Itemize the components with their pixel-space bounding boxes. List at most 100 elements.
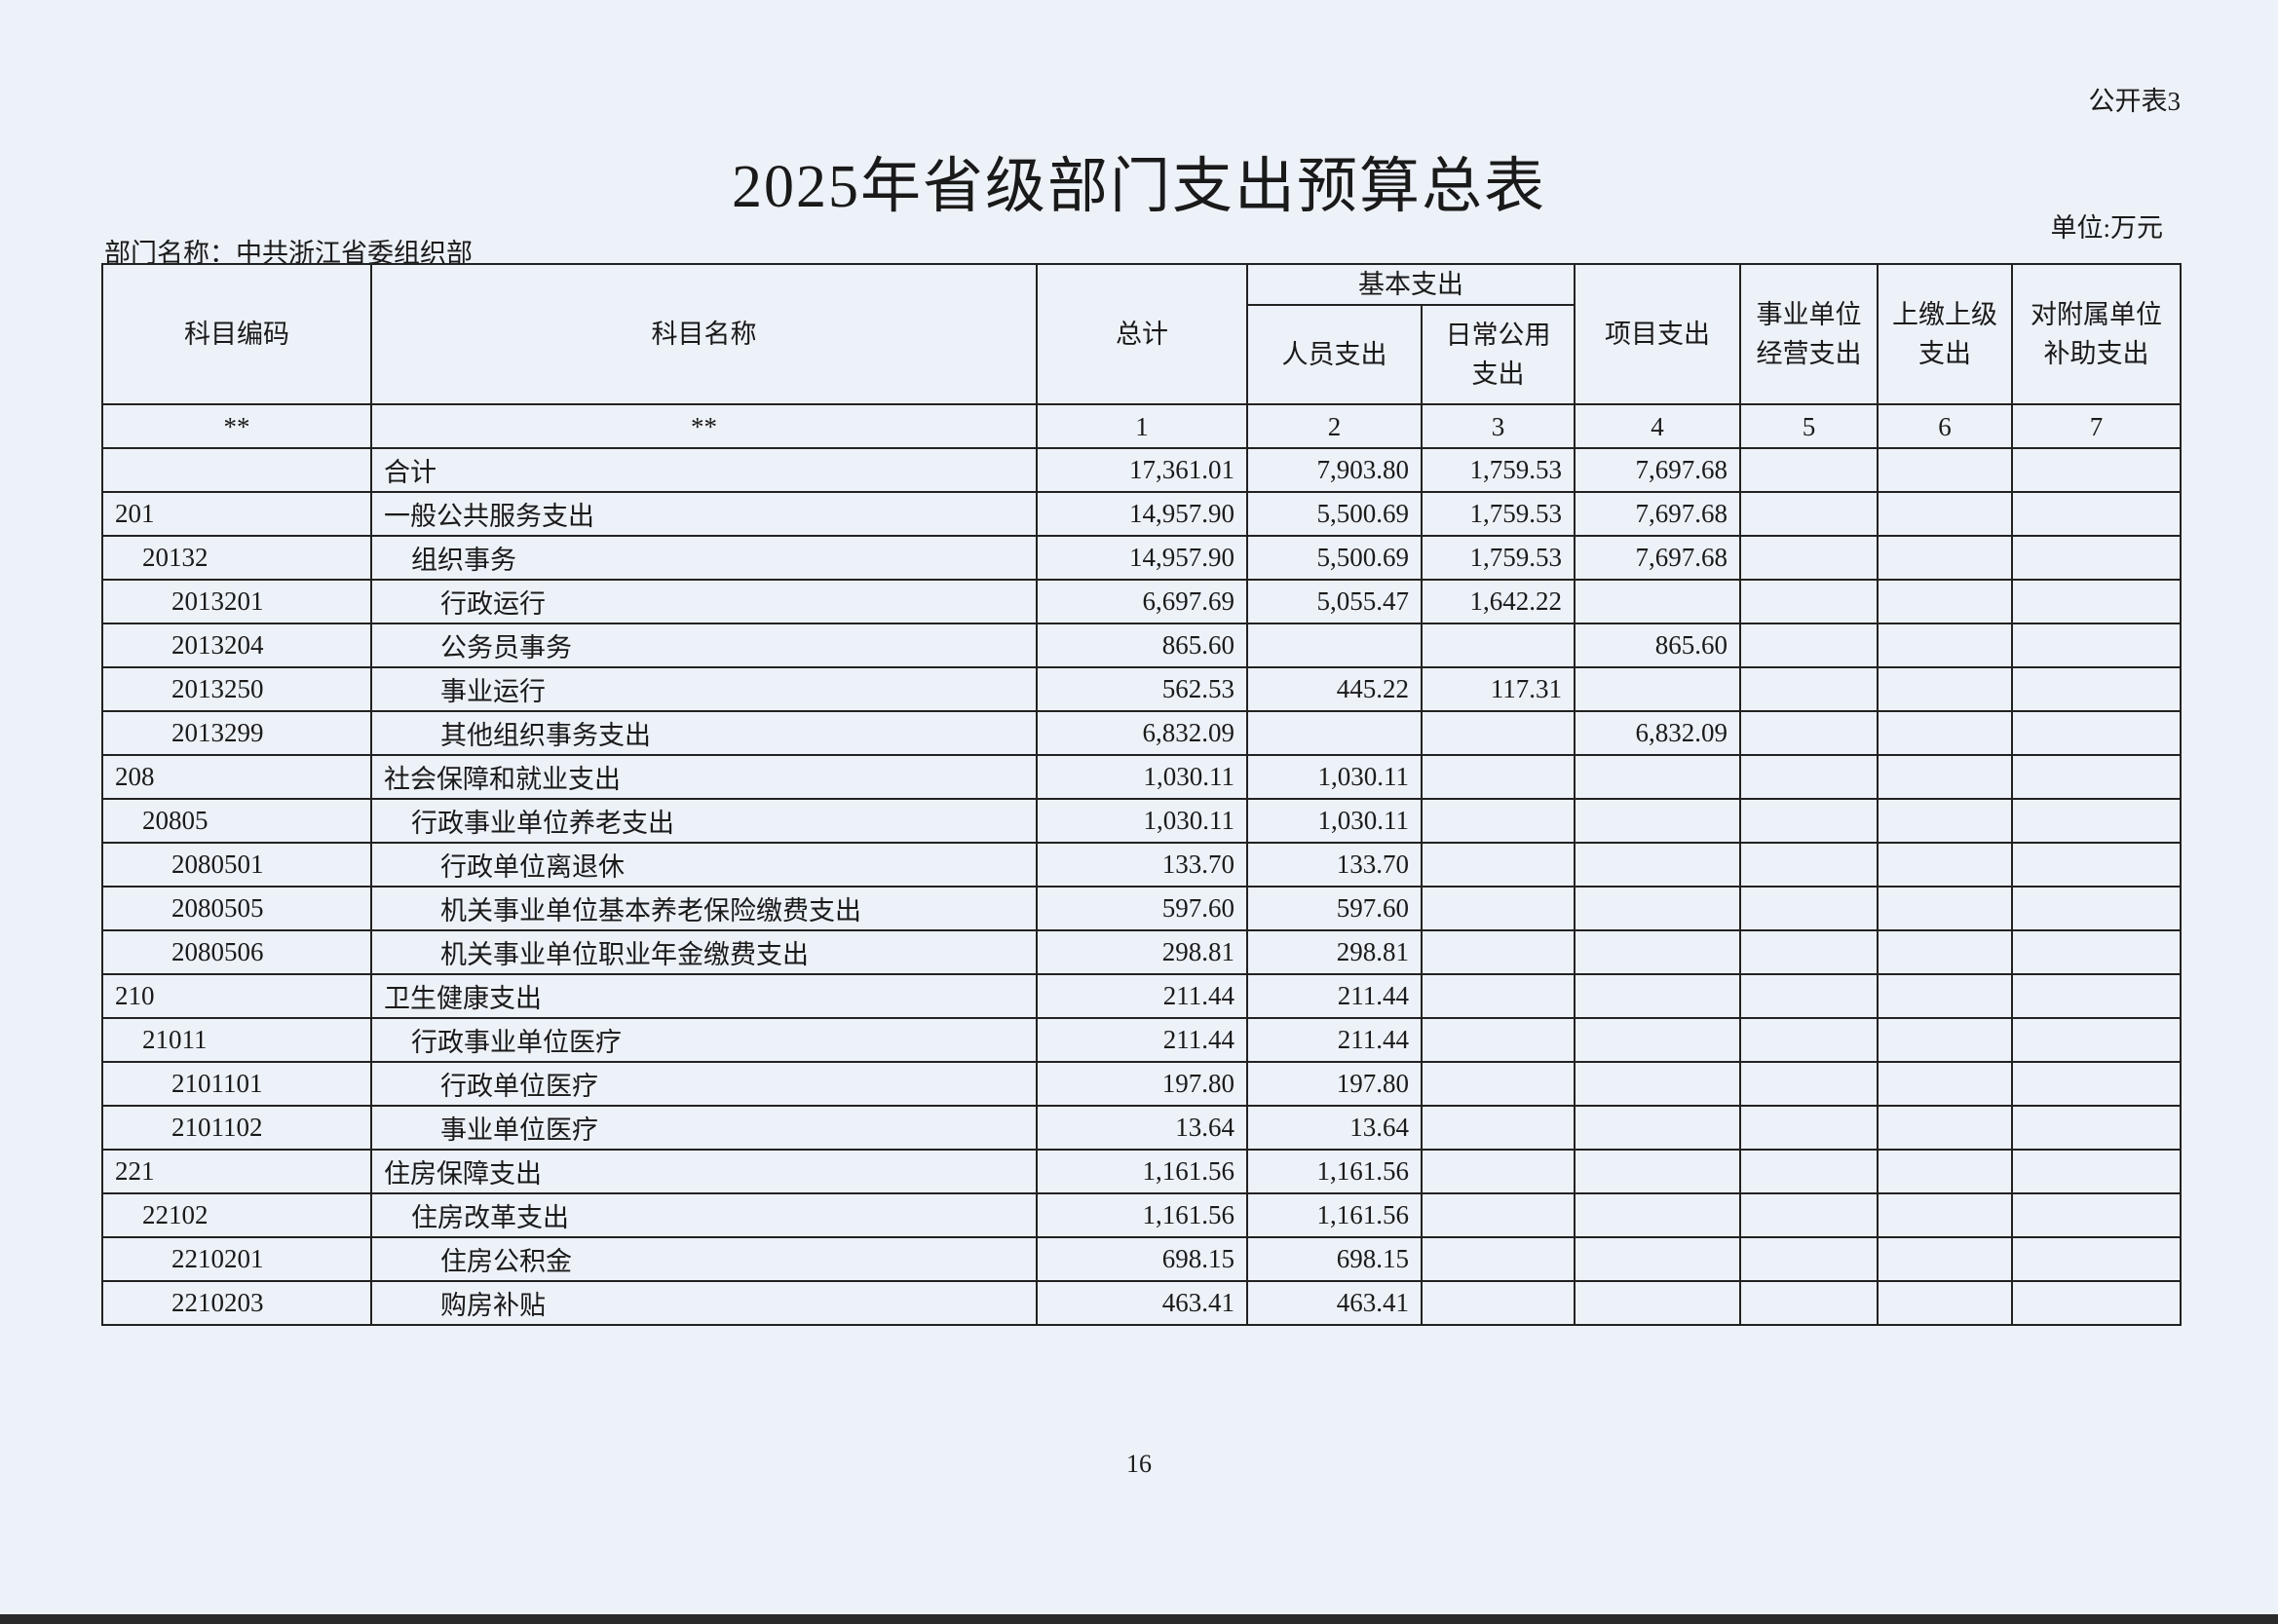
daily-public-cell: 117.31 — [1421, 666, 1576, 712]
code-cell: 2101101 — [101, 1061, 372, 1107]
personnel-cell — [1246, 623, 1423, 668]
project-cell — [1574, 1192, 1741, 1238]
table-row: 208 社会保障和就业支出 1,030.11 1,030.11 — [101, 754, 2182, 800]
business-cell — [1739, 1236, 1879, 1282]
budget-table: 科目编码 科目名称 总计 基本支出 项目支出 事业单位经营支出 上缴上级支出 对… — [101, 263, 2182, 1326]
name-cell: 住房保障支出 — [370, 1149, 1038, 1194]
project-cell — [1574, 798, 1741, 844]
code-cell: 2210203 — [101, 1280, 372, 1326]
business-cell — [1739, 973, 1879, 1019]
daily-public-cell — [1421, 929, 1576, 975]
personnel-cell: 7,903.80 — [1246, 447, 1423, 493]
daily-public-cell — [1421, 1192, 1576, 1238]
name-cell: 行政单位医疗 — [370, 1061, 1038, 1107]
subsidiary-cell — [2011, 973, 2182, 1019]
subsidiary-cell — [2011, 1149, 2182, 1194]
table-row: 221 住房保障支出 1,161.56 1,161.56 — [101, 1149, 2182, 1194]
business-cell — [1739, 886, 1879, 931]
upper-cell — [1877, 973, 2013, 1019]
personnel-cell: 597.60 — [1246, 886, 1423, 931]
table-row: 2013201 行政运行 6,697.69 5,055.47 1,642.22 — [101, 579, 2182, 624]
table-row: 2101102 事业单位医疗 13.64 13.64 — [101, 1105, 2182, 1151]
subsidiary-cell — [2011, 491, 2182, 537]
header-business: 事业单位经营支出 — [1739, 263, 1879, 405]
total-cell: 14,957.90 — [1036, 535, 1248, 581]
subsidiary-cell — [2011, 842, 2182, 888]
name-cell: 事业运行 — [370, 666, 1038, 712]
personnel-cell: 13.64 — [1246, 1105, 1423, 1151]
daily-public-cell — [1421, 842, 1576, 888]
index-cell: 3 — [1421, 403, 1576, 449]
project-cell — [1574, 1105, 1741, 1151]
code-cell: 21011 — [101, 1017, 372, 1063]
total-cell: 197.80 — [1036, 1061, 1248, 1107]
index-cell: 4 — [1574, 403, 1741, 449]
index-cell: 6 — [1877, 403, 2013, 449]
name-cell: 机关事业单位基本养老保险缴费支出 — [370, 886, 1038, 931]
upper-cell — [1877, 929, 2013, 975]
table-row: 2080506 机关事业单位职业年金缴费支出 298.81 298.81 — [101, 929, 2182, 975]
upper-cell — [1877, 535, 2013, 581]
header-daily-public: 日常公用支出 — [1421, 304, 1576, 405]
name-cell: 合计 — [370, 447, 1038, 493]
business-cell — [1739, 929, 1879, 975]
business-cell — [1739, 666, 1879, 712]
personnel-cell: 445.22 — [1246, 666, 1423, 712]
name-cell: 机关事业单位职业年金缴费支出 — [370, 929, 1038, 975]
daily-public-cell — [1421, 1061, 1576, 1107]
upper-cell — [1877, 447, 2013, 493]
code-cell: 2013250 — [101, 666, 372, 712]
total-cell: 211.44 — [1036, 973, 1248, 1019]
daily-public-cell: 1,759.53 — [1421, 447, 1576, 493]
name-cell: 行政事业单位医疗 — [370, 1017, 1038, 1063]
business-cell — [1739, 842, 1879, 888]
project-cell — [1574, 1236, 1741, 1282]
code-cell: 22102 — [101, 1192, 372, 1238]
business-cell — [1739, 1105, 1879, 1151]
total-cell: 597.60 — [1036, 886, 1248, 931]
code-cell: 2080505 — [101, 886, 372, 931]
code-cell: 20805 — [101, 798, 372, 844]
table-row: 20132 组织事务 14,957.90 5,500.69 1,759.53 7,697.… — [101, 535, 2182, 581]
index-cell: ** — [370, 403, 1038, 449]
daily-public-cell — [1421, 754, 1576, 800]
subsidiary-cell — [2011, 623, 2182, 668]
subsidiary-cell — [2011, 1192, 2182, 1238]
personnel-cell: 1,030.11 — [1246, 798, 1423, 844]
upper-cell — [1877, 1280, 2013, 1326]
total-cell: 865.60 — [1036, 623, 1248, 668]
total-cell: 133.70 — [1036, 842, 1248, 888]
project-cell — [1574, 1280, 1741, 1326]
personnel-cell: 698.15 — [1246, 1236, 1423, 1282]
header-project: 项目支出 — [1574, 263, 1741, 405]
table-row: 2013299 其他组织事务支出 6,832.09 6,832.09 — [101, 710, 2182, 756]
project-cell — [1574, 1149, 1741, 1194]
code-cell: 201 — [101, 491, 372, 537]
personnel-cell: 133.70 — [1246, 842, 1423, 888]
name-cell: 行政事业单位养老支出 — [370, 798, 1038, 844]
subsidiary-cell — [2011, 798, 2182, 844]
business-cell — [1739, 1280, 1879, 1326]
business-cell — [1739, 798, 1879, 844]
index-cell: 7 — [2011, 403, 2182, 449]
daily-public-cell — [1421, 973, 1576, 1019]
project-cell — [1574, 973, 1741, 1019]
code-cell: 2013204 — [101, 623, 372, 668]
table-row: 20805 行政事业单位养老支出 1,030.11 1,030.11 — [101, 798, 2182, 844]
daily-public-cell — [1421, 1236, 1576, 1282]
business-cell — [1739, 535, 1879, 581]
project-cell — [1574, 579, 1741, 624]
daily-public-cell — [1421, 798, 1576, 844]
name-cell: 社会保障和就业支出 — [370, 754, 1038, 800]
project-cell: 6,832.09 — [1574, 710, 1741, 756]
business-cell — [1739, 491, 1879, 537]
business-cell — [1739, 754, 1879, 800]
page-title: 2025年省级部门支出预算总表 — [731, 154, 1546, 220]
header-basic: 基本支出 — [1246, 263, 1576, 306]
total-cell: 463.41 — [1036, 1280, 1248, 1326]
table-row: 21011 行政事业单位医疗 211.44 211.44 — [101, 1017, 2182, 1063]
personnel-cell: 197.80 — [1246, 1061, 1423, 1107]
code-cell: 2080501 — [101, 842, 372, 888]
subsidiary-cell — [2011, 1236, 2182, 1282]
table-row: 2210201 住房公积金 698.15 698.15 — [101, 1236, 2182, 1282]
